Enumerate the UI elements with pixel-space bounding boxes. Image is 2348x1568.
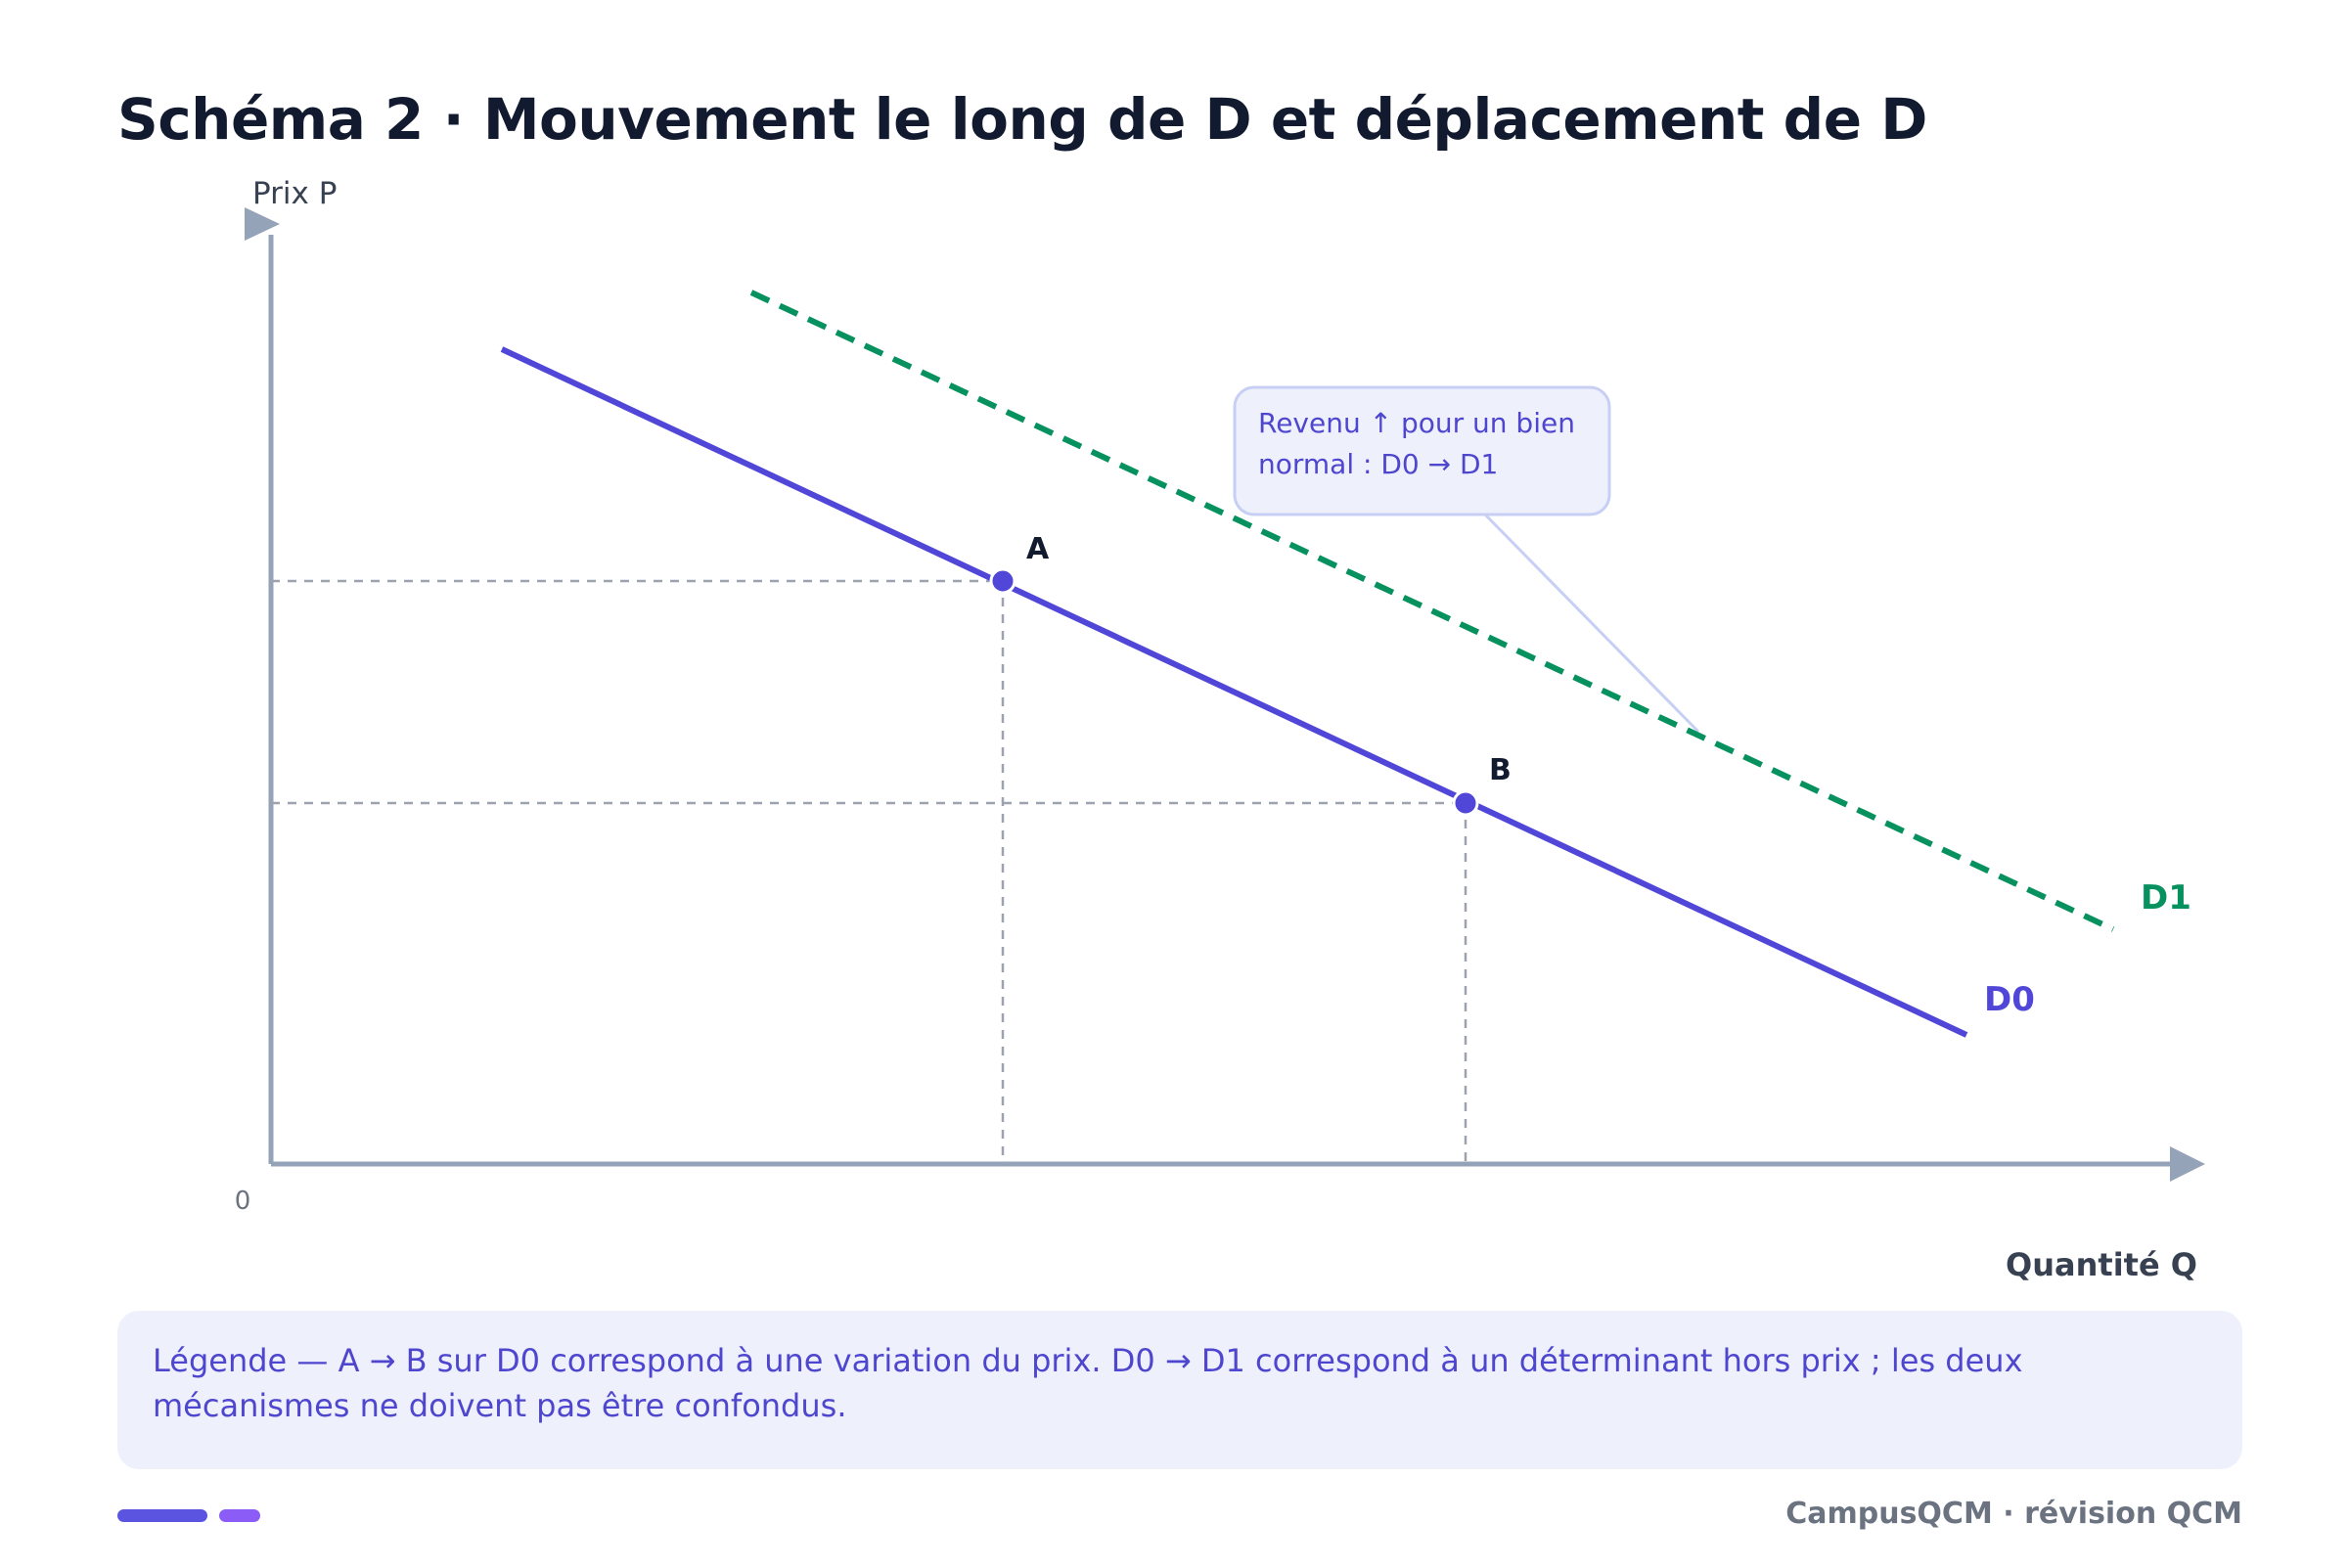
- point-a-label: A: [1026, 532, 1050, 566]
- curve-d1: [749, 290, 2115, 932]
- curve-d0-label: D0: [1984, 980, 2035, 1019]
- y-axis-arrow-icon: [245, 207, 280, 241]
- point-b-label: B: [1489, 753, 1512, 787]
- diagram-title: Schéma 2 · Mouvement le long de D et dép…: [117, 86, 1927, 153]
- decorative-pill-primary: [117, 1509, 207, 1522]
- point-a: [989, 567, 1016, 595]
- curve-d0: [500, 346, 1968, 1038]
- x-axis-arrow-icon: [2170, 1146, 2205, 1182]
- footer-credit: CampusQCM · révision QCM: [1785, 1497, 2242, 1531]
- callout-leader: [1483, 513, 1700, 734]
- callout-box: [1233, 385, 1611, 516]
- x-axis-label: Quantité Q: [2006, 1246, 2197, 1283]
- curve-d1-label: D1: [2141, 878, 2191, 918]
- callout-line-2: normal : D0 → D1: [1258, 448, 1498, 480]
- legend-box: Légende — A → B sur D0 correspond à une …: [117, 1311, 2242, 1469]
- origin-label: 0: [235, 1187, 251, 1216]
- y-axis-label: Prix P: [252, 176, 337, 211]
- callout-line-1: Revenu ↑ pour un bien: [1258, 407, 1575, 439]
- legend-line-2: mécanismes ne doivent pas être confondus…: [153, 1387, 847, 1424]
- point-b: [1452, 789, 1479, 817]
- legend-line-1: Légende — A → B sur D0 correspond à une …: [153, 1342, 2023, 1379]
- decorative-pill-secondary: [219, 1509, 260, 1522]
